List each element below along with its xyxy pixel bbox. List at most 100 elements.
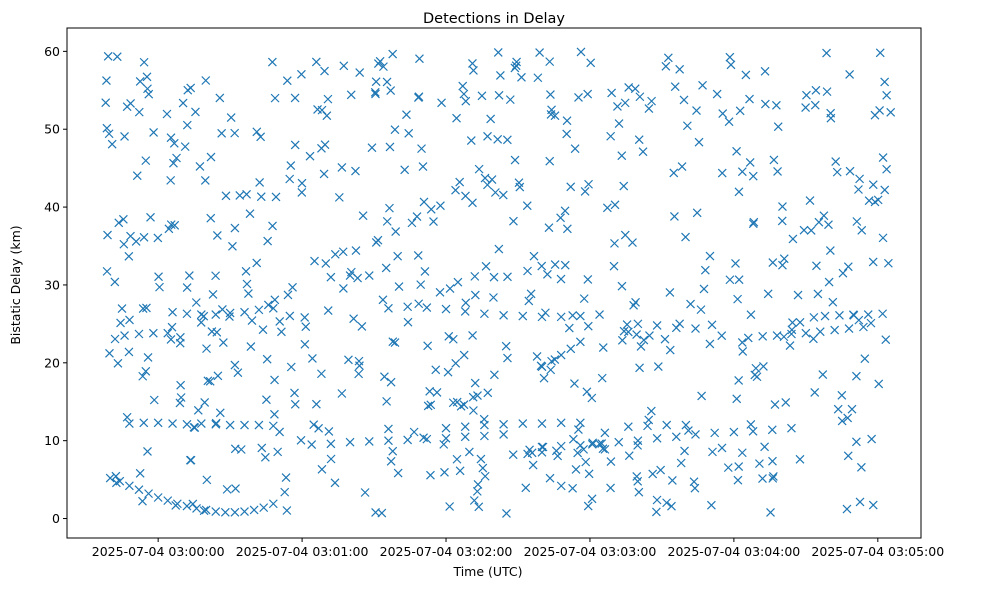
track-8km-point <box>508 450 518 460</box>
scatter-point <box>868 500 878 510</box>
scatter-point <box>139 232 149 242</box>
scatter-point <box>487 175 497 185</box>
scatter-point <box>617 335 627 345</box>
scatter-point <box>802 90 811 100</box>
scatter-point <box>101 98 111 108</box>
scatter-point <box>375 56 385 66</box>
scatter-point <box>842 504 852 514</box>
scatter-point <box>699 284 709 294</box>
scatter-point <box>644 415 654 425</box>
scatter-point <box>822 48 831 58</box>
scatter-point <box>683 426 693 435</box>
scatter-point <box>296 69 306 79</box>
track-12km-mid-point <box>556 418 566 428</box>
scatter-point <box>311 399 321 409</box>
scatter-point <box>459 89 469 99</box>
scatter-point <box>597 439 607 449</box>
scatter-point <box>290 140 300 150</box>
scatter-point <box>527 448 537 458</box>
y-tick-label: 30 <box>44 277 60 292</box>
track-9km-late-point <box>748 426 758 436</box>
track-10km-mid-point <box>326 439 336 449</box>
scatter-point <box>725 52 735 62</box>
scatter-point <box>576 47 586 57</box>
track-low-curve-point <box>220 507 230 517</box>
axes-frame <box>66 27 922 539</box>
track-12km-point <box>153 418 163 428</box>
scatter-point <box>206 213 216 223</box>
scatter-point <box>469 496 479 505</box>
scatter-point <box>423 401 433 411</box>
y-axis-ticks: 0 10 20 30 40 50 60 <box>44 44 67 526</box>
scatter-point <box>734 275 744 285</box>
scatter-point <box>717 168 727 178</box>
scatter-point <box>667 501 676 511</box>
scatter-point <box>322 111 332 121</box>
scatter-point <box>477 91 487 101</box>
scatter-point <box>845 70 855 79</box>
scatter-point <box>386 86 396 95</box>
track-9km-late-point <box>710 428 720 438</box>
scatter-point <box>448 334 458 344</box>
scatter-point <box>758 474 767 483</box>
scatter-point <box>833 404 843 414</box>
scatter-point <box>799 225 809 235</box>
scatter-point <box>474 164 484 174</box>
scatter-point <box>489 370 499 380</box>
scatter-point <box>102 123 112 133</box>
scatter-point <box>458 81 468 91</box>
scatter-point <box>282 76 292 86</box>
scatter-point <box>176 380 186 390</box>
scatter-point <box>723 463 733 473</box>
scatter-point <box>461 96 471 106</box>
scatter-point <box>828 297 838 307</box>
track-26km-late-point <box>878 309 888 319</box>
scatter-point <box>864 196 874 206</box>
scatter-point <box>444 331 454 341</box>
scatter-point <box>230 223 240 233</box>
scatter-point <box>748 219 758 229</box>
scatter-point <box>651 507 661 517</box>
scatter-point <box>854 185 863 194</box>
scatter-point <box>868 257 878 267</box>
scatter-point <box>135 468 145 478</box>
scatter-point <box>600 428 610 438</box>
scatter-point <box>370 87 380 97</box>
scatter-point <box>270 295 280 305</box>
scatter-point <box>811 85 821 95</box>
scatter-point <box>750 370 760 380</box>
scatter-point <box>104 129 114 139</box>
scatter-point <box>473 479 483 489</box>
scatter-point <box>261 395 271 405</box>
scatter-point <box>587 393 597 403</box>
track-26km-early-point <box>254 305 264 315</box>
scatter-point <box>142 72 152 82</box>
scatter-point <box>381 263 391 273</box>
scatter-point <box>117 304 127 314</box>
scatter-point <box>378 295 388 305</box>
scatter-point <box>855 497 865 507</box>
scatter-point <box>539 373 549 383</box>
scatter-point <box>851 437 861 447</box>
scatter-point <box>602 203 612 213</box>
track-12km-mid-point <box>499 419 509 429</box>
track-12km-point <box>124 419 134 428</box>
scatter-point <box>622 320 632 329</box>
scatter-point <box>535 48 545 57</box>
scatter-point <box>195 162 205 171</box>
scatter-point <box>402 110 411 120</box>
scatter-point <box>665 288 675 297</box>
scatter-point <box>393 468 403 478</box>
scatter-point <box>494 90 504 100</box>
scatter-point <box>726 60 736 70</box>
track-12km-point <box>182 419 192 429</box>
scatter-point <box>186 83 196 93</box>
scatter-point <box>812 261 821 271</box>
scatter-point <box>196 318 206 327</box>
scatter-point <box>523 266 532 276</box>
scatter-point <box>339 61 349 71</box>
scatter-point <box>386 377 396 387</box>
scatter-point <box>838 268 848 278</box>
scatter-point <box>344 355 353 365</box>
scatter-point <box>178 98 188 108</box>
